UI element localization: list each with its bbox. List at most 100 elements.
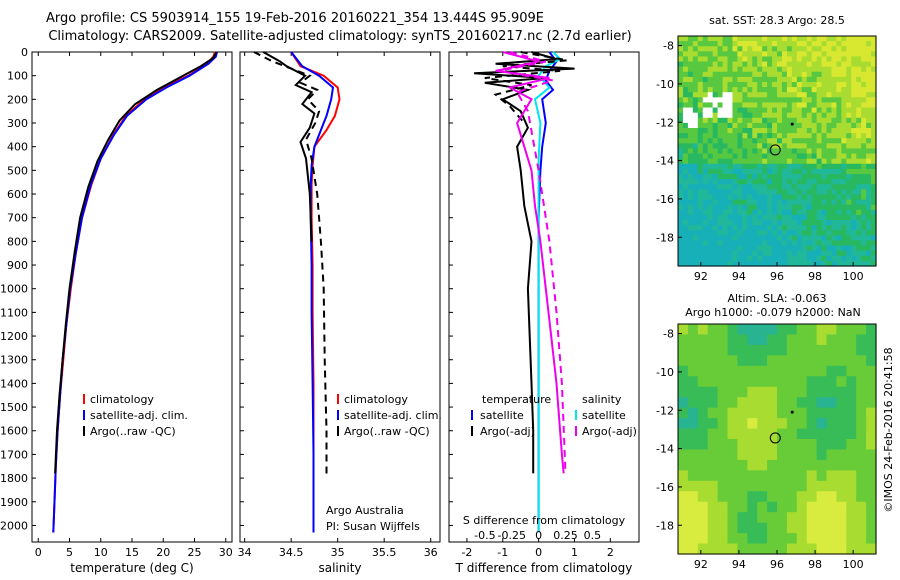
map-grid-cell	[712, 66, 719, 73]
map-grid-cell	[801, 122, 808, 129]
map-grid-cell	[702, 128, 709, 134]
map-grid-cell	[727, 260, 734, 267]
map-grid-cell	[851, 240, 857, 247]
map-grid-cell	[762, 148, 768, 155]
map-grid-cell	[836, 245, 842, 252]
map-grid-cell	[781, 255, 788, 262]
sst_map-y-tick-label: -14	[656, 155, 674, 168]
map-grid-cell	[687, 260, 694, 267]
map-grid-cell	[767, 543, 778, 555]
map-grid-cell	[851, 76, 857, 83]
sla_map-y-tick-label: -14	[656, 443, 674, 456]
map-grid-cell	[781, 260, 788, 267]
map-grid-cell	[861, 143, 867, 150]
map-grid-cell	[737, 235, 743, 242]
map-grid-cell	[791, 153, 798, 160]
map-grid-cell	[816, 204, 823, 211]
map-grid-cell	[767, 148, 773, 155]
map-grid-cell	[856, 76, 862, 83]
map-grid-cell	[851, 174, 857, 180]
map-grid-cell	[737, 512, 748, 524]
map-grid-cell	[786, 41, 793, 47]
map-grid-cell	[727, 97, 734, 104]
map-grid-cell	[831, 209, 837, 216]
map-grid-cell	[841, 112, 847, 119]
map-grid-cell	[866, 324, 877, 336]
map-grid-cell	[742, 220, 748, 226]
map-grid-cell	[757, 365, 768, 377]
map-grid-cell	[717, 250, 724, 257]
map-grid-cell	[717, 209, 724, 216]
map-grid-cell	[697, 250, 704, 257]
map-grid-cell	[772, 128, 778, 134]
map-grid-cell	[851, 128, 857, 134]
map-grid-cell	[737, 107, 743, 114]
map-grid-cell	[678, 459, 689, 471]
map-grid-cell	[796, 189, 803, 196]
map-grid-cell	[801, 194, 808, 201]
map-grid-cell	[722, 240, 729, 247]
map-grid-cell	[707, 158, 714, 165]
map-grid-cell	[692, 102, 699, 109]
map-grid-cell	[678, 117, 684, 124]
map-grid-cell	[692, 179, 699, 185]
map-grid-cell	[846, 148, 852, 155]
map-grid-cell	[682, 225, 689, 231]
map-grid-cell	[866, 148, 872, 155]
map-grid-cell	[712, 235, 719, 242]
map-grid-cell	[786, 225, 793, 231]
map-grid-cell	[702, 174, 709, 180]
map-grid-cell	[806, 260, 813, 267]
map-grid-cell	[791, 220, 798, 226]
temperature-y-tick-label: 600	[7, 188, 28, 201]
map-grid-cell	[796, 133, 803, 139]
map-grid-cell	[722, 158, 729, 165]
map-grid-cell	[811, 179, 818, 185]
map-grid-cell	[841, 36, 847, 42]
map-grid-cell	[821, 61, 828, 68]
map-grid-cell	[816, 470, 828, 482]
map-grid-cell	[826, 533, 837, 545]
map-grid-cell	[682, 194, 689, 201]
map-grid-cell	[846, 470, 857, 482]
map-grid-cell	[777, 76, 783, 83]
sla_map-y-tick-label: -8	[663, 328, 674, 341]
map-grid-cell	[821, 117, 828, 124]
map-grid-cell	[772, 148, 778, 155]
map-grid-cell	[747, 153, 753, 160]
map-grid-cell	[707, 324, 719, 336]
map-grid-cell	[861, 66, 867, 73]
map-grid-cell	[821, 41, 828, 47]
map-grid-cell	[678, 56, 684, 63]
map-grid-cell	[732, 87, 738, 93]
map-grid-cell	[777, 334, 788, 346]
map-grid-cell	[786, 428, 798, 440]
map-grid-cell	[717, 102, 724, 109]
map-grid-cell	[767, 418, 778, 430]
map-grid-cell	[737, 240, 743, 247]
map-grid-cell	[678, 512, 689, 524]
map-grid-cell	[757, 428, 768, 440]
map-grid-cell	[866, 480, 877, 492]
map-grid-cell	[811, 117, 818, 124]
map-grid-cell	[762, 255, 768, 262]
map-grid-cell	[678, 71, 684, 78]
map-grid-cell	[737, 204, 743, 211]
map-grid-cell	[747, 255, 753, 262]
map-grid-cell	[712, 87, 719, 93]
map-grid-cell	[861, 56, 867, 63]
map-grid-cell	[712, 41, 719, 47]
map-grid-cell	[678, 365, 689, 377]
map-grid-cell	[747, 179, 753, 185]
map-grid-cell	[836, 225, 842, 231]
map-grid-cell	[717, 428, 729, 440]
map-grid-cell	[767, 153, 773, 160]
map-grid-cell	[796, 376, 808, 388]
map-grid-cell	[752, 250, 758, 257]
map-grid-cell	[866, 355, 877, 367]
map-grid-cell	[687, 102, 694, 109]
map-grid-cell	[722, 163, 729, 170]
map-grid-cell	[861, 250, 867, 257]
map-grid-cell	[682, 41, 689, 47]
map-grid-cell	[747, 107, 753, 114]
